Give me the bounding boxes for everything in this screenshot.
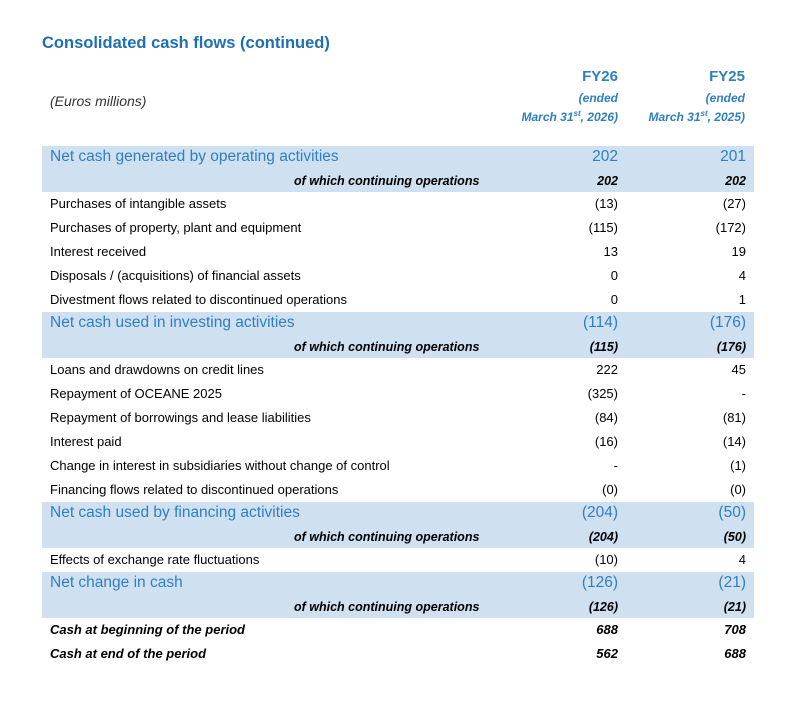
- table-row: Interest paid (16) (14): [42, 430, 754, 454]
- value-fy25: (176): [709, 314, 746, 331]
- value-fy25: (1): [730, 458, 746, 473]
- subtotal-row: Net cash used in investing activities (11…: [42, 312, 754, 336]
- unit-label: (Euros millions): [50, 93, 147, 109]
- column-date-label: March 31st, 2025): [648, 109, 745, 124]
- row-label: Divestment flows related to discontinued…: [50, 292, 347, 307]
- value-fy25: 45: [731, 362, 746, 377]
- row-label: of which continuing operations: [294, 340, 480, 354]
- value-fy26: (204): [588, 530, 618, 544]
- row-label: Net change in cash: [50, 574, 183, 591]
- value-fy26: (126): [588, 600, 618, 614]
- row-label: Cash at end of the period: [50, 646, 207, 661]
- row-label: of which continuing operations: [294, 174, 480, 188]
- table-row: Interest received 13 19: [42, 240, 754, 264]
- subtotal-row: Net cash generated by operating activiti…: [42, 146, 754, 170]
- value-fy26: 0: [610, 292, 618, 307]
- value-fy25: 1: [738, 292, 746, 307]
- row-label: Financing flows related to discontinued …: [50, 482, 339, 497]
- table-row: Effects of exchange rate fluctuations (10…: [42, 548, 754, 572]
- subtotal-row: Net cash used by financing activities (20…: [42, 502, 754, 526]
- value-fy26: (16): [594, 434, 618, 449]
- page-title: Consolidated cash flows (continued): [42, 34, 330, 52]
- value-fy26: (0): [602, 482, 618, 497]
- value-fy25: (14): [722, 434, 746, 449]
- row-label: Purchases of intangible assets: [50, 196, 227, 211]
- row-label: Net cash used by financing activities: [50, 504, 300, 521]
- value-fy25: -: [741, 386, 746, 401]
- value-fy26: 688: [596, 622, 618, 637]
- table-row: Financing flows related to discontinued …: [42, 478, 754, 502]
- subtotal-row: Net change in cash (126) (21): [42, 572, 754, 596]
- value-fy25: 4: [738, 552, 746, 567]
- value-fy25: 708: [724, 622, 746, 637]
- value-fy26: 202: [597, 174, 618, 188]
- value-fy26: 13: [603, 244, 618, 259]
- value-fy26: (325): [587, 386, 618, 401]
- row-label: of which continuing operations: [294, 600, 480, 614]
- value-fy25: (176): [716, 340, 746, 354]
- value-fy26: 562: [596, 646, 618, 661]
- table-row: Repayment of OCEANE 2025 (325) -: [42, 382, 754, 406]
- value-fy25: (81): [722, 410, 746, 425]
- table-row: Purchases of intangible assets (13) (27): [42, 192, 754, 216]
- row-label: of which continuing operations: [294, 530, 480, 544]
- value-fy26: (204): [581, 504, 618, 521]
- value-fy26: (126): [581, 574, 618, 591]
- table-row: Cash at end of the period 562 688: [42, 642, 754, 666]
- continuing-operations-row: of which continuing operations (115) (176): [42, 336, 754, 358]
- row-label: Loans and drawdowns on credit lines: [50, 362, 264, 377]
- continuing-operations-row: of which continuing operations (126) (21): [42, 596, 754, 618]
- row-label: Effects of exchange rate fluctuations: [50, 552, 260, 567]
- column-header-fy25: FY25 (ended March 31st, 2025): [585, 68, 745, 125]
- value-fy25: (27): [722, 196, 746, 211]
- value-fy26: (114): [582, 314, 618, 331]
- value-fy25: 688: [724, 646, 746, 661]
- continuing-operations-row: of which continuing operations 202 202: [42, 170, 754, 192]
- row-label: Repayment of OCEANE 2025: [50, 386, 222, 401]
- continuing-operations-row: of which continuing operations (204) (50): [42, 526, 754, 548]
- row-label: Net cash used in investing activities: [50, 314, 295, 331]
- table-row: Loans and drawdowns on credit lines 222 45: [42, 358, 754, 382]
- value-fy26: (10): [594, 552, 618, 567]
- table-row: Change in interest in subsidiaries witho…: [42, 454, 754, 478]
- row-label: Interest paid: [50, 434, 122, 449]
- value-fy26: -: [613, 458, 618, 473]
- value-fy25: 202: [725, 174, 746, 188]
- value-fy25: (21): [718, 574, 746, 591]
- column-fy-label: FY25: [709, 68, 745, 85]
- table-row: Divestment flows related to discontinued…: [42, 288, 754, 312]
- row-label: Change in interest in subsidiaries witho…: [50, 458, 390, 473]
- table-row: Cash at beginning of the period 688 708: [42, 618, 754, 642]
- value-fy25: 4: [738, 268, 746, 283]
- value-fy25: (21): [723, 600, 746, 614]
- column-date-label: March 31st, 2026): [521, 109, 618, 124]
- value-fy25: (0): [730, 482, 746, 497]
- value-fy25: (50): [718, 504, 746, 521]
- cash-flow-table: Net cash generated by operating activiti…: [42, 146, 754, 666]
- table-row: Disposals / (acquisitions) of financial …: [42, 264, 754, 288]
- value-fy25: 19: [731, 244, 746, 259]
- row-label: Repayment of borrowings and lease liabil…: [50, 410, 311, 425]
- row-label: Disposals / (acquisitions) of financial …: [50, 268, 301, 283]
- table-row: Repayment of borrowings and lease liabil…: [42, 406, 754, 430]
- row-label: Interest received: [50, 244, 147, 259]
- column-header-fy26: FY26 (ended March 31st, 2026): [458, 68, 618, 125]
- column-ended-label: (ended: [578, 91, 618, 105]
- value-fy26: 0: [610, 268, 618, 283]
- row-label: Net cash generated by operating activiti…: [50, 148, 339, 165]
- value-fy26: (115): [588, 220, 618, 235]
- column-ended-label: (ended: [705, 91, 745, 105]
- value-fy26: (13): [594, 196, 618, 211]
- value-fy26: 202: [592, 148, 618, 165]
- value-fy25: (50): [723, 530, 746, 544]
- value-fy25: (172): [715, 220, 746, 235]
- value-fy26: (115): [589, 340, 618, 354]
- column-fy-label: FY26: [582, 68, 618, 85]
- row-label: Cash at beginning of the period: [50, 622, 245, 637]
- value-fy26: (84): [594, 410, 618, 425]
- table-row: Purchases of property, plant and equipme…: [42, 216, 754, 240]
- value-fy26: 222: [596, 362, 618, 377]
- row-label: Purchases of property, plant and equipme…: [50, 220, 302, 235]
- value-fy25: 201: [720, 148, 746, 165]
